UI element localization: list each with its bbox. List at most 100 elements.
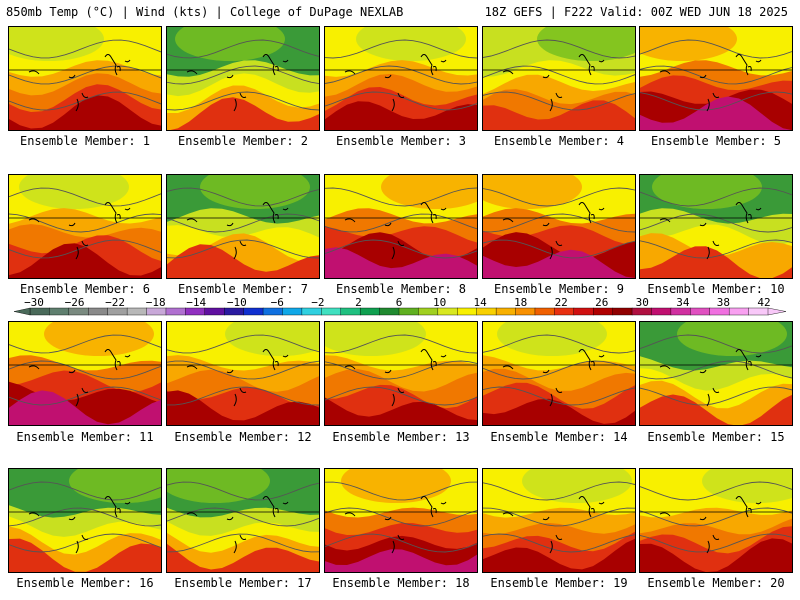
colorbar-swatch	[690, 307, 711, 316]
cool-air-region	[341, 469, 451, 503]
map-panel	[324, 468, 478, 573]
member-label: Ensemble Member: 10	[647, 282, 785, 296]
coastline	[28, 202, 131, 260]
coastline	[502, 496, 605, 554]
colorbar-tick-label: 30	[636, 296, 649, 309]
colorbar-tick-label: −6	[271, 296, 284, 309]
colorbar-swatch	[359, 307, 381, 316]
height-contour	[325, 65, 477, 85]
colorbar-tick-label: −18	[146, 296, 166, 309]
height-contour	[9, 334, 161, 354]
colorbar-swatch	[224, 307, 245, 316]
title-left: 850mb Temp (°C) | Wind (kts) | College o…	[6, 5, 404, 19]
height-contour	[640, 239, 792, 259]
colorbar-swatch	[631, 307, 652, 316]
height-contour	[325, 507, 477, 527]
height-contour	[640, 65, 792, 85]
height-contour	[640, 91, 792, 111]
height-contour	[325, 481, 477, 501]
colorbar-tick-label: 6	[396, 296, 403, 309]
height-contour	[167, 187, 319, 207]
colorbar-swatch	[612, 307, 633, 316]
height-contour	[483, 334, 635, 354]
colorbar-swatch	[321, 307, 342, 316]
colorbar-tick-label: 38	[717, 296, 730, 309]
member-label: Ensemble Member: 8	[335, 282, 467, 296]
colorbar-swatch	[554, 307, 575, 316]
cool-air-region	[325, 322, 426, 356]
colorbar-swatch	[68, 307, 89, 316]
colorbar-arrow-right	[767, 307, 787, 316]
coastline	[28, 349, 131, 407]
height-contour	[640, 507, 792, 527]
temperature-band	[325, 101, 477, 130]
colorbar-tick-label: −30	[24, 296, 44, 309]
height-contour	[9, 65, 161, 85]
map-panel	[639, 468, 793, 573]
colorbar-tick-label: 2	[355, 296, 362, 309]
map-panel	[166, 26, 320, 131]
height-contour	[640, 360, 792, 380]
member-label: Ensemble Member: 16	[16, 576, 154, 590]
cool-air-region	[19, 175, 129, 209]
height-contour	[325, 334, 477, 354]
height-contour	[325, 39, 477, 59]
cool-air-region	[381, 175, 477, 209]
coastline	[502, 54, 605, 112]
temperature-band	[483, 398, 635, 425]
height-contour	[9, 187, 161, 207]
member-label: Ensemble Member: 18	[332, 576, 470, 590]
member-label: Ensemble Member: 4	[493, 134, 625, 148]
cool-air-region	[175, 27, 285, 61]
coastline	[502, 349, 605, 407]
height-contour	[167, 386, 319, 406]
colorbar-swatch	[301, 307, 322, 316]
title-right: 18Z GEFS | F222 Valid: 00Z WED JUN 18 20…	[484, 5, 788, 19]
map-panel	[639, 174, 793, 279]
height-contour	[483, 65, 635, 85]
coastline	[659, 496, 762, 554]
member-label: Ensemble Member: 5	[650, 134, 782, 148]
height-contour	[167, 39, 319, 59]
height-contour	[9, 39, 161, 59]
height-contour	[325, 386, 477, 406]
map-panel	[482, 26, 636, 131]
height-contour	[167, 65, 319, 85]
temperature-band	[325, 397, 477, 425]
coastline	[659, 202, 762, 260]
temperature-band	[640, 538, 792, 572]
colorbar-swatch	[437, 307, 458, 316]
colorbar-swatch	[243, 307, 264, 316]
colorbar-tick-label: −10	[227, 296, 247, 309]
coastline	[186, 496, 289, 554]
coastline	[659, 349, 762, 407]
colorbar-tick-label: −2	[311, 296, 324, 309]
height-contour	[483, 360, 635, 380]
height-contour	[9, 386, 161, 406]
height-contour	[483, 533, 635, 553]
temperature-band	[9, 390, 161, 425]
temperature-band	[640, 394, 792, 425]
map-panel	[482, 174, 636, 279]
height-contour	[9, 481, 161, 501]
height-contour	[483, 213, 635, 233]
temperature-band	[483, 100, 635, 130]
map-panel	[482, 468, 636, 573]
coastline	[344, 54, 447, 112]
member-label: Ensemble Member: 14	[490, 430, 628, 444]
height-contour	[640, 334, 792, 354]
coastline	[344, 496, 447, 554]
colorbar-tick-label: 14	[473, 296, 487, 309]
member-label: Ensemble Member: 1	[19, 134, 151, 148]
height-contour	[640, 213, 792, 233]
map-panel	[166, 468, 320, 573]
height-contour	[640, 187, 792, 207]
cool-air-region	[677, 322, 787, 356]
cool-air-region	[356, 27, 466, 61]
height-contour	[640, 386, 792, 406]
coastline	[659, 54, 762, 112]
member-label: Ensemble Member: 13	[332, 430, 470, 444]
height-contour	[483, 239, 635, 259]
member-label: Ensemble Member: 7	[177, 282, 309, 296]
colorbar-swatch	[495, 307, 517, 316]
